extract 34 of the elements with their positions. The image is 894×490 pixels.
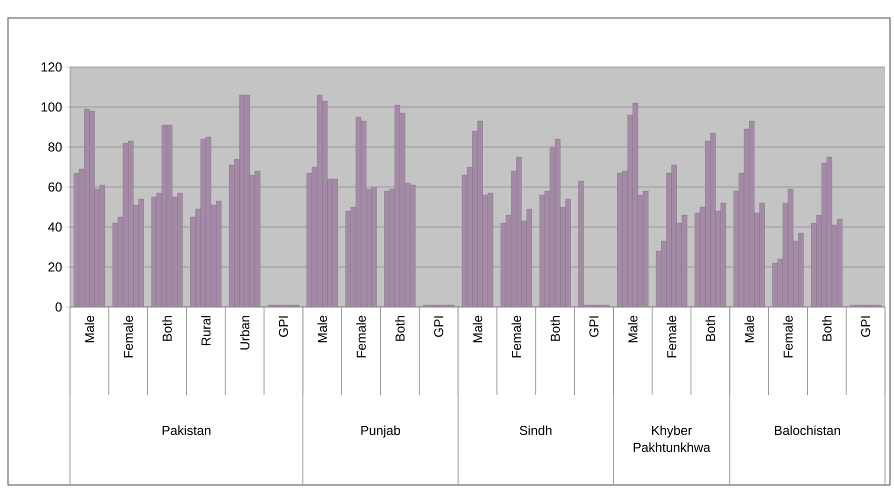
x-tick-label: Female	[123, 316, 133, 358]
x-tick-label: Both	[162, 316, 172, 341]
x-tick-label: Female	[783, 316, 793, 358]
y-tick-label: 0	[56, 302, 62, 312]
x-tick-label: GPI	[589, 316, 599, 337]
text: Pakistan	[162, 426, 210, 436]
x-tick-label: Urban	[240, 316, 250, 350]
y-tick-label: 60	[48, 182, 62, 192]
y-tick-label: 100	[42, 102, 62, 112]
text: Balochistan	[774, 426, 840, 436]
text: Sindh	[520, 426, 552, 436]
x-tick-label: GPI	[278, 316, 288, 337]
x-tick-label: Male	[318, 316, 328, 342]
y-tick-label: 120	[42, 62, 62, 72]
x-tick-label: Male	[628, 316, 638, 342]
x-tick-label: GPI	[434, 316, 444, 337]
x-tick-label: Both	[822, 316, 832, 341]
text: Punjab	[361, 426, 400, 438]
y-tick-label: 80	[48, 142, 62, 152]
x-tick-label: GPI	[861, 316, 870, 337]
x-tick-label: Male	[744, 316, 754, 342]
x-tick-label: Both	[706, 316, 716, 341]
text: Khyber Pakhtunkhwa	[634, 426, 710, 452]
y-tick-label: 40	[48, 222, 62, 232]
x-tick-label: Female	[666, 316, 676, 358]
x-tick-label: Both	[395, 316, 405, 341]
x-tick-label: Female	[356, 316, 366, 358]
x-tick-label: Male	[84, 316, 94, 342]
x-tick-label: Male	[472, 316, 482, 342]
x-tick-label: Both	[550, 316, 560, 341]
x-tick-label: Female	[512, 316, 522, 358]
bar	[617, 172, 623, 308]
y-tick-label: 20	[48, 262, 62, 272]
x-tick-label: Rural	[201, 316, 211, 346]
